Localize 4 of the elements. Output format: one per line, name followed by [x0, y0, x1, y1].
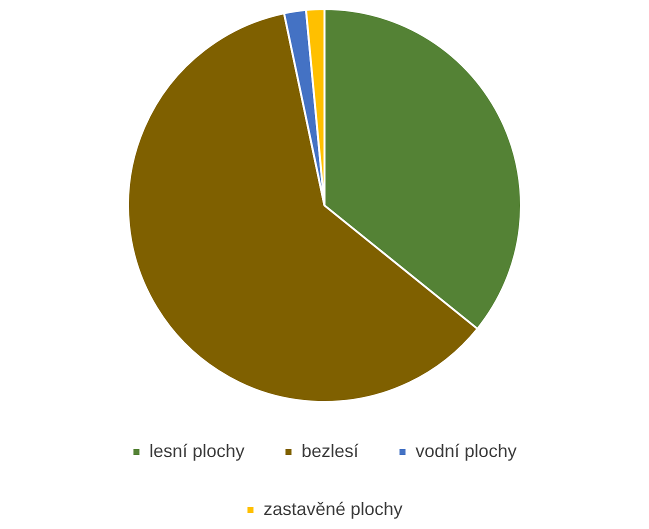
legend-label: zastavěné plochy	[263, 498, 403, 519]
legend-label: bezlesí	[301, 440, 359, 461]
legend-label: vodní plochy	[416, 440, 517, 461]
legend-label: lesní plochy	[149, 440, 244, 461]
